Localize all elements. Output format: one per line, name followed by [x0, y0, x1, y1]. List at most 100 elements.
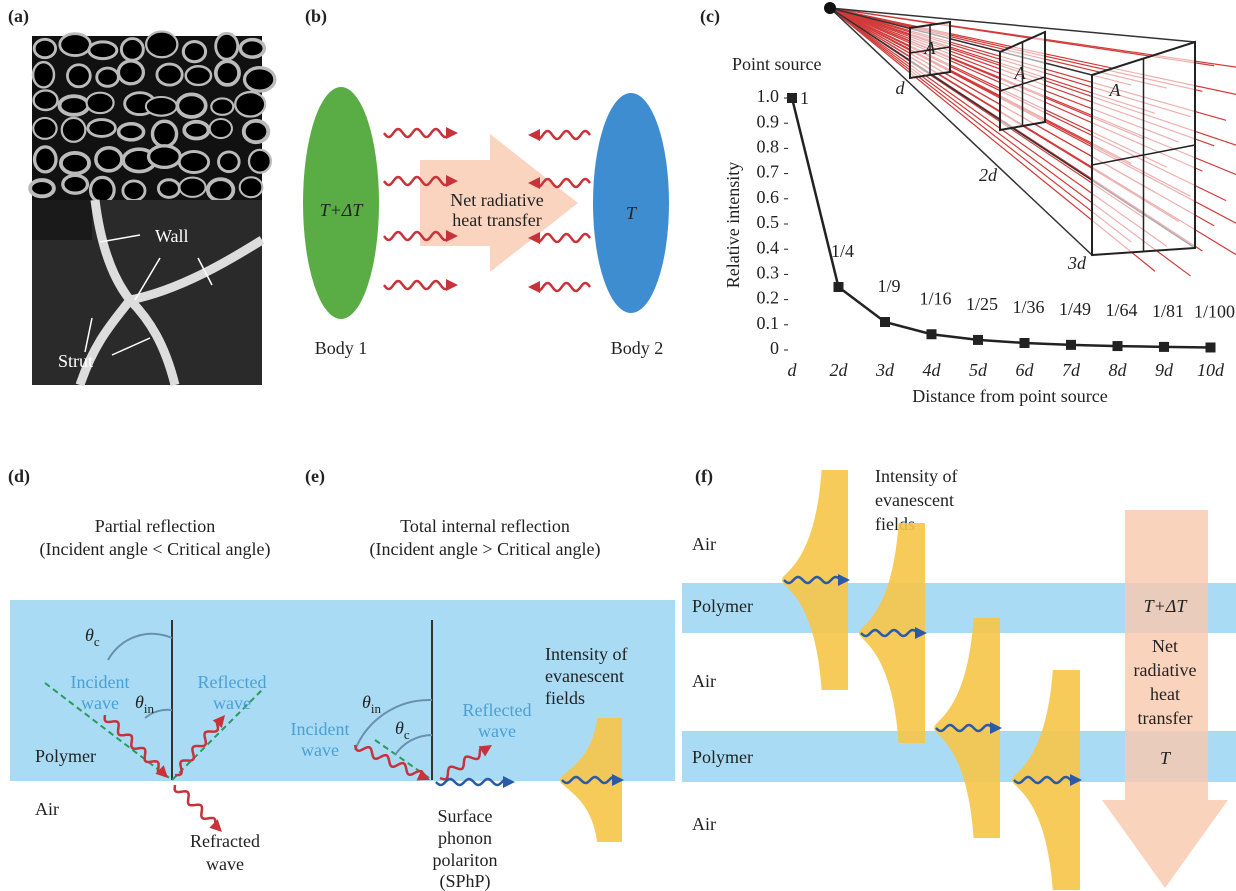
foam-cell — [60, 34, 91, 56]
foam-cell — [216, 61, 239, 85]
wave-label: Incident — [291, 719, 350, 739]
marker — [1159, 342, 1169, 352]
panel-title: (Incident angle > Critical angle) — [369, 539, 600, 560]
distance-label: d — [896, 78, 906, 98]
foam-cell — [157, 64, 182, 85]
foam-cell — [240, 40, 264, 58]
sphp-label: (SPhP) — [439, 871, 490, 891]
x-tick-label: 10d — [1197, 360, 1225, 380]
x-tick-label: 4d — [923, 360, 942, 380]
wave — [175, 785, 216, 824]
y-tick-label: 0.2 — [757, 288, 780, 308]
transfer-label: heat — [1150, 684, 1180, 704]
panel-label: (b) — [305, 6, 327, 27]
y-tick-label: 1.0 — [757, 86, 780, 106]
wave-label: Reflected — [463, 700, 532, 720]
layer-label: Air — [35, 799, 59, 819]
value-label: 1/4 — [831, 241, 854, 261]
foam-cell — [90, 177, 114, 202]
transfer-label: heat transfer — [452, 210, 541, 230]
foam-cell — [97, 68, 119, 86]
wall-label: Wall — [155, 226, 189, 246]
foam-cell — [88, 120, 115, 137]
foam-cell — [121, 39, 143, 61]
foam-cell — [118, 61, 143, 84]
transfer-label: Net — [1152, 636, 1178, 656]
wave-label: Incident — [71, 672, 130, 692]
foam-cell — [244, 121, 269, 142]
sphp-label: phonon — [438, 828, 492, 848]
transfer-label: Net radiative — [450, 190, 543, 210]
intensity-label: fields — [545, 688, 585, 708]
foam-cell — [123, 181, 145, 200]
marker — [1206, 342, 1216, 352]
foam-cell — [34, 39, 55, 57]
x-tick-label: 3d — [875, 360, 895, 380]
panel-label: (e) — [305, 466, 325, 487]
foam-cell — [219, 152, 240, 172]
wave — [538, 131, 590, 139]
value-label: 1/49 — [1059, 299, 1091, 319]
foam-cell — [245, 68, 275, 91]
y-tick-label: 0.4 — [757, 237, 780, 257]
foam-cell — [33, 118, 56, 139]
y-tick-label: 0 — [770, 338, 779, 358]
distance-label: 2d — [979, 165, 998, 185]
foam-cell — [61, 153, 89, 174]
y-tick-label: 0.3 — [757, 263, 780, 283]
intensity-label: evanescent — [875, 490, 954, 510]
value-label: 1/16 — [919, 288, 951, 308]
wave-head — [446, 127, 458, 139]
chart-annotation: Point source — [732, 54, 822, 74]
marker — [880, 317, 890, 327]
foam-cell — [216, 33, 238, 59]
wave — [384, 129, 448, 137]
value-label: 1/81 — [1152, 301, 1184, 321]
x-tick-label: 2d — [830, 360, 849, 380]
foam-cell — [146, 97, 177, 116]
marker — [927, 329, 937, 339]
foam-cell — [158, 180, 179, 198]
foam-cell — [208, 179, 233, 201]
value-label: 1 — [800, 88, 809, 108]
intensity-label: Intensity of — [875, 466, 958, 486]
wave — [538, 283, 590, 291]
marker — [1113, 341, 1123, 351]
ray — [830, 8, 1131, 242]
figure: (a) (b) (c) (d) (e) (f) Wall Strut T+ΔT … — [0, 0, 1236, 891]
panel-label: (d) — [8, 466, 30, 487]
marker — [834, 282, 844, 292]
foam-cell — [240, 177, 263, 197]
panel-label: (c) — [700, 6, 720, 27]
wave-label: Refracted — [190, 831, 260, 851]
body-label: Body 2 — [611, 338, 664, 358]
foam-cell — [179, 178, 205, 197]
image-corner — [32, 200, 92, 240]
foam-cell — [249, 150, 271, 173]
value-label: 1/9 — [877, 276, 900, 296]
marker — [787, 93, 797, 103]
y-tick-label: 0.1 — [757, 313, 780, 333]
transfer-label: radiative — [1134, 660, 1197, 680]
value-label: 1/64 — [1105, 300, 1137, 320]
y-tick-label: 0.8 — [757, 137, 780, 157]
foam-cell — [119, 124, 144, 140]
wave-label: wave — [206, 854, 244, 874]
wave-head — [446, 279, 458, 291]
wave-label: Reflected — [198, 672, 267, 692]
sphp-label: Surface — [438, 806, 493, 826]
y-tick-label: 0.9 — [757, 111, 780, 131]
foam-cell — [67, 65, 90, 87]
wave-label: wave — [213, 693, 251, 713]
panel-title: Partial reflection — [95, 516, 215, 536]
foam-cell — [152, 121, 176, 146]
layer-label: Polymer — [692, 596, 753, 616]
foam-cell — [60, 96, 89, 115]
y-axis-title: Relative intensity — [723, 162, 743, 288]
panel-label: (a) — [8, 6, 29, 27]
value-label: 1/25 — [966, 294, 998, 314]
point-source — [824, 2, 836, 14]
foam-cell — [34, 90, 58, 110]
body-label: Body 1 — [315, 338, 368, 358]
sphp-label: polariton — [433, 850, 498, 870]
